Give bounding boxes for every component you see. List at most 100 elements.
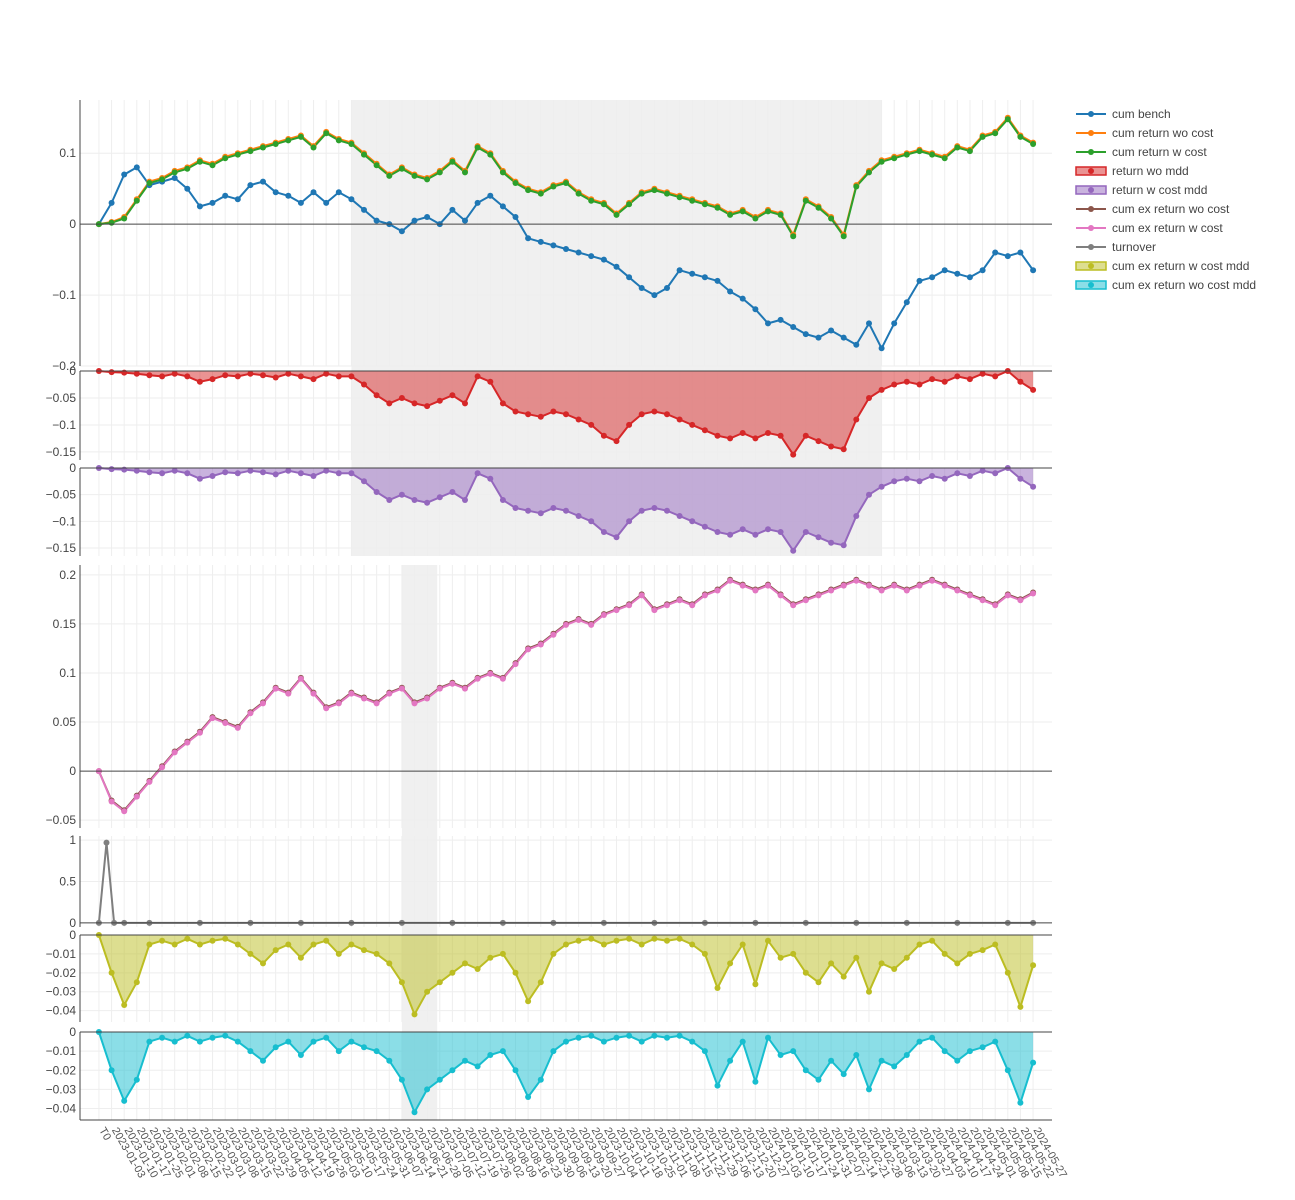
y-tick-label: −0.05 xyxy=(46,488,77,502)
cum-return-w-cost-point xyxy=(664,190,670,197)
return-wo-mdd-point xyxy=(171,370,178,377)
return-w-cost-mdd-point xyxy=(929,473,936,479)
return-w-cost-mdd-point xyxy=(436,494,443,501)
cum-bench-point xyxy=(449,206,456,213)
cum-ex-return-wo-cost-mdd-point xyxy=(133,1076,140,1083)
return-w-cost-mdd-point xyxy=(828,539,835,546)
cum-ex-return-w-cost-point xyxy=(992,602,999,609)
cum-ex-return-w-cost-point xyxy=(285,690,292,697)
cum-ex-return-w-cost-mdd-point xyxy=(297,954,304,961)
cum-ex-return-w-cost-point xyxy=(449,680,456,687)
return-w-cost-mdd-point xyxy=(537,510,544,517)
cum-return-w-cost-point xyxy=(676,194,683,201)
cum-ex-return-wo-cost-mdd-point xyxy=(386,1057,393,1064)
return-w-cost-mdd-point xyxy=(790,547,797,554)
cum-ex-return-wo-cost-mdd-point xyxy=(487,1052,494,1058)
cum-ex-return-w-cost-mdd-point xyxy=(260,960,266,967)
return-wo-mdd-point xyxy=(588,421,595,428)
cum-bench-point xyxy=(752,306,759,313)
cum-ex-return-wo-cost-mdd-point xyxy=(462,1057,468,1064)
cum-return-w-cost-point xyxy=(373,162,380,169)
return-wo-mdd-point xyxy=(676,416,683,423)
cum-ex-return-w-cost-point xyxy=(260,700,266,707)
cum-bench-point xyxy=(462,217,468,224)
return-wo-mdd-point xyxy=(361,381,367,388)
cum-ex-return-w-cost-mdd-point xyxy=(916,941,923,948)
return-w-cost-mdd-point xyxy=(424,499,431,506)
cum-return-w-cost-point xyxy=(626,201,633,208)
cum-ex-return-w-cost-mdd-point xyxy=(979,947,986,954)
return-w-cost-mdd-point xyxy=(133,467,140,474)
cum-bench-point xyxy=(272,189,279,196)
cum-ex-return-w-cost-mdd-point xyxy=(108,969,115,976)
cum-ex-return-wo-cost-mdd-point xyxy=(563,1038,569,1045)
cum-return-w-cost-point xyxy=(588,197,595,204)
return-wo-mdd-point xyxy=(297,373,304,380)
cum-return-w-cost-point xyxy=(184,165,191,172)
legend-item: cum return w cost xyxy=(1076,145,1207,159)
cum-return-w-cost-point xyxy=(891,155,898,162)
return-wo-mdd-point xyxy=(600,432,607,439)
cum-ex-return-wo-cost-mdd-point xyxy=(108,1067,115,1074)
cum-ex-return-w-cost-point xyxy=(853,577,860,584)
cum-ex-return-w-cost-mdd-point xyxy=(512,969,519,976)
cum-ex-return-w-cost-point xyxy=(966,592,973,599)
cum-ex-return-w-cost-point xyxy=(171,749,178,756)
cum-ex-return-wo-cost-mdd-point xyxy=(499,1048,506,1055)
cum-ex-return-wo-cost-mdd-point xyxy=(626,1032,633,1039)
cum-bench-point xyxy=(891,320,898,327)
return-wo-mdd-point xyxy=(727,435,734,442)
cum-bench-point xyxy=(600,256,607,263)
cum-bench-point xyxy=(575,249,582,256)
cum-ex-return-w-cost-point xyxy=(234,724,241,731)
cum-bench-point xyxy=(310,189,317,196)
cum-ex-return-w-cost-point xyxy=(752,587,759,594)
cum-ex-return-w-cost-point xyxy=(297,675,304,682)
y-tick-label: −0.2 xyxy=(52,359,76,373)
cum-return-w-cost-point xyxy=(108,219,115,226)
cum-return-w-cost-point xyxy=(866,169,872,176)
cum-ex-return-w-cost-mdd-point xyxy=(537,979,544,986)
cum-bench-point xyxy=(512,214,519,220)
cum-bench-point xyxy=(1030,267,1037,274)
return-w-cost-mdd-point xyxy=(348,470,355,477)
return-wo-mdd-point xyxy=(992,373,999,380)
cum-return-w-cost-point xyxy=(777,211,784,218)
legend-marker xyxy=(1088,244,1094,250)
cum-bench-point xyxy=(133,164,140,171)
cum-bench-point xyxy=(954,270,961,277)
cum-bench-point xyxy=(121,171,128,178)
cum-ex-return-w-cost-point xyxy=(1017,597,1024,604)
cum-ex-return-w-cost-mdd-point xyxy=(815,979,822,986)
legend-marker xyxy=(1088,282,1094,288)
legend-item: return w cost mdd xyxy=(1075,183,1207,197)
return-wo-mdd-point xyxy=(638,411,645,418)
cum-return-w-cost-point xyxy=(487,151,494,158)
y-tick-label: −0.02 xyxy=(46,966,77,980)
cum-bench-point xyxy=(335,189,342,196)
cum-bench-point xyxy=(247,182,254,189)
cum-bench-point xyxy=(664,285,670,291)
cum-return-w-cost-point xyxy=(512,180,519,186)
return-w-cost-mdd-point xyxy=(954,470,961,477)
return-w-cost-mdd-point xyxy=(916,478,923,485)
return-wo-mdd-point xyxy=(765,430,771,436)
y-tick-label: 0 xyxy=(69,461,76,475)
return-w-cost-mdd-point xyxy=(171,467,178,474)
cum-bench-point xyxy=(1004,253,1011,260)
cum-ex-return-wo-cost-mdd-point xyxy=(739,1038,746,1045)
legend-item: cum bench xyxy=(1076,107,1171,121)
cum-ex-return-w-cost-mdd-point xyxy=(613,937,620,944)
shaded-region-1 xyxy=(401,565,438,1120)
cum-ex-return-w-cost-point xyxy=(575,617,582,623)
y-tick-label: 1 xyxy=(69,833,76,847)
return-w-cost-mdd-point xyxy=(550,505,557,511)
legend-marker xyxy=(1088,187,1094,193)
y-tick-label: 0.15 xyxy=(53,617,77,631)
return-wo-mdd-point xyxy=(815,438,822,445)
cum-ex-return-wo-cost-mdd-point xyxy=(903,1052,910,1058)
return-w-cost-mdd-point xyxy=(866,491,872,498)
return-wo-mdd-point xyxy=(335,373,342,380)
cum-return-w-cost-point xyxy=(1017,133,1024,140)
cum-ex-return-wo-cost-mdd-point xyxy=(398,1076,405,1083)
